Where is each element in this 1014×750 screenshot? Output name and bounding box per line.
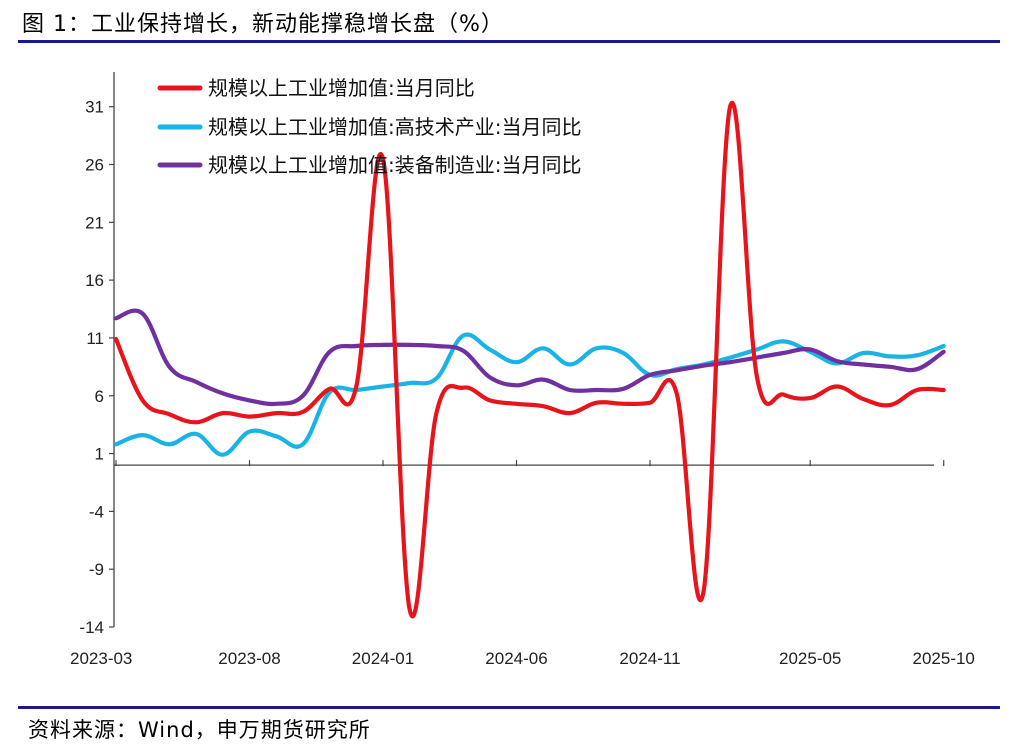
x-tick-label: 2024-11 (619, 649, 680, 668)
line-chart: 31 26 21 16 11 6 1 -4 -9 -14 2023-03 2023-08 2024-0… (70, 72, 975, 668)
y-tick-label: 6 (95, 387, 104, 406)
y-tick-label: -14 (79, 618, 104, 637)
x-tick-label: 2023-08 (218, 649, 280, 668)
data-source-note: 资料来源：Wind，申万期货研究所 (28, 718, 371, 742)
y-tick-label: 16 (85, 271, 104, 290)
x-tick-label: 2025-10 (913, 649, 975, 668)
legend-label-1: 规模以上工业增加值:高技术产业:当月同比 (208, 115, 581, 139)
series-line-2 (113, 308, 946, 407)
x-tick-label: 2024-01 (352, 649, 414, 668)
x-tick-label: 2023-03 (70, 649, 132, 668)
y-tick-label: -9 (89, 560, 104, 579)
x-tick-label: 2025-05 (779, 649, 841, 668)
y-tick-label: 31 (85, 98, 104, 117)
y-tick-label: 26 (85, 156, 104, 175)
legend-label-2: 规模以上工业增加值:装备制造业:当月同比 (208, 153, 581, 177)
legend-label-0: 规模以上工业增加值:当月同比 (208, 76, 475, 100)
y-axis-ticks: 31 26 21 16 11 6 1 -4 -9 -14 (79, 98, 114, 637)
chart-legend: 规模以上工业增加值:当月同比规模以上工业增加值:高技术产业:当月同比规模以上工业… (157, 76, 581, 177)
series-line-0 (113, 100, 946, 619)
y-tick-label: 21 (85, 213, 104, 232)
x-tick-label: 2024-06 (485, 649, 547, 668)
source-divider (18, 706, 1000, 709)
figure-title: 图 1：工业保持增长，新动能撑稳增长盘（%） (22, 12, 504, 37)
y-tick-label: 1 (95, 445, 104, 464)
x-axis-ticks: 2023-03 2023-08 2024-01 2024-06 2024-11 2025-… (70, 460, 975, 668)
title-divider (18, 40, 1000, 43)
y-tick-label: -4 (89, 502, 104, 521)
y-tick-label: 11 (86, 329, 104, 348)
chart-series (113, 100, 946, 619)
